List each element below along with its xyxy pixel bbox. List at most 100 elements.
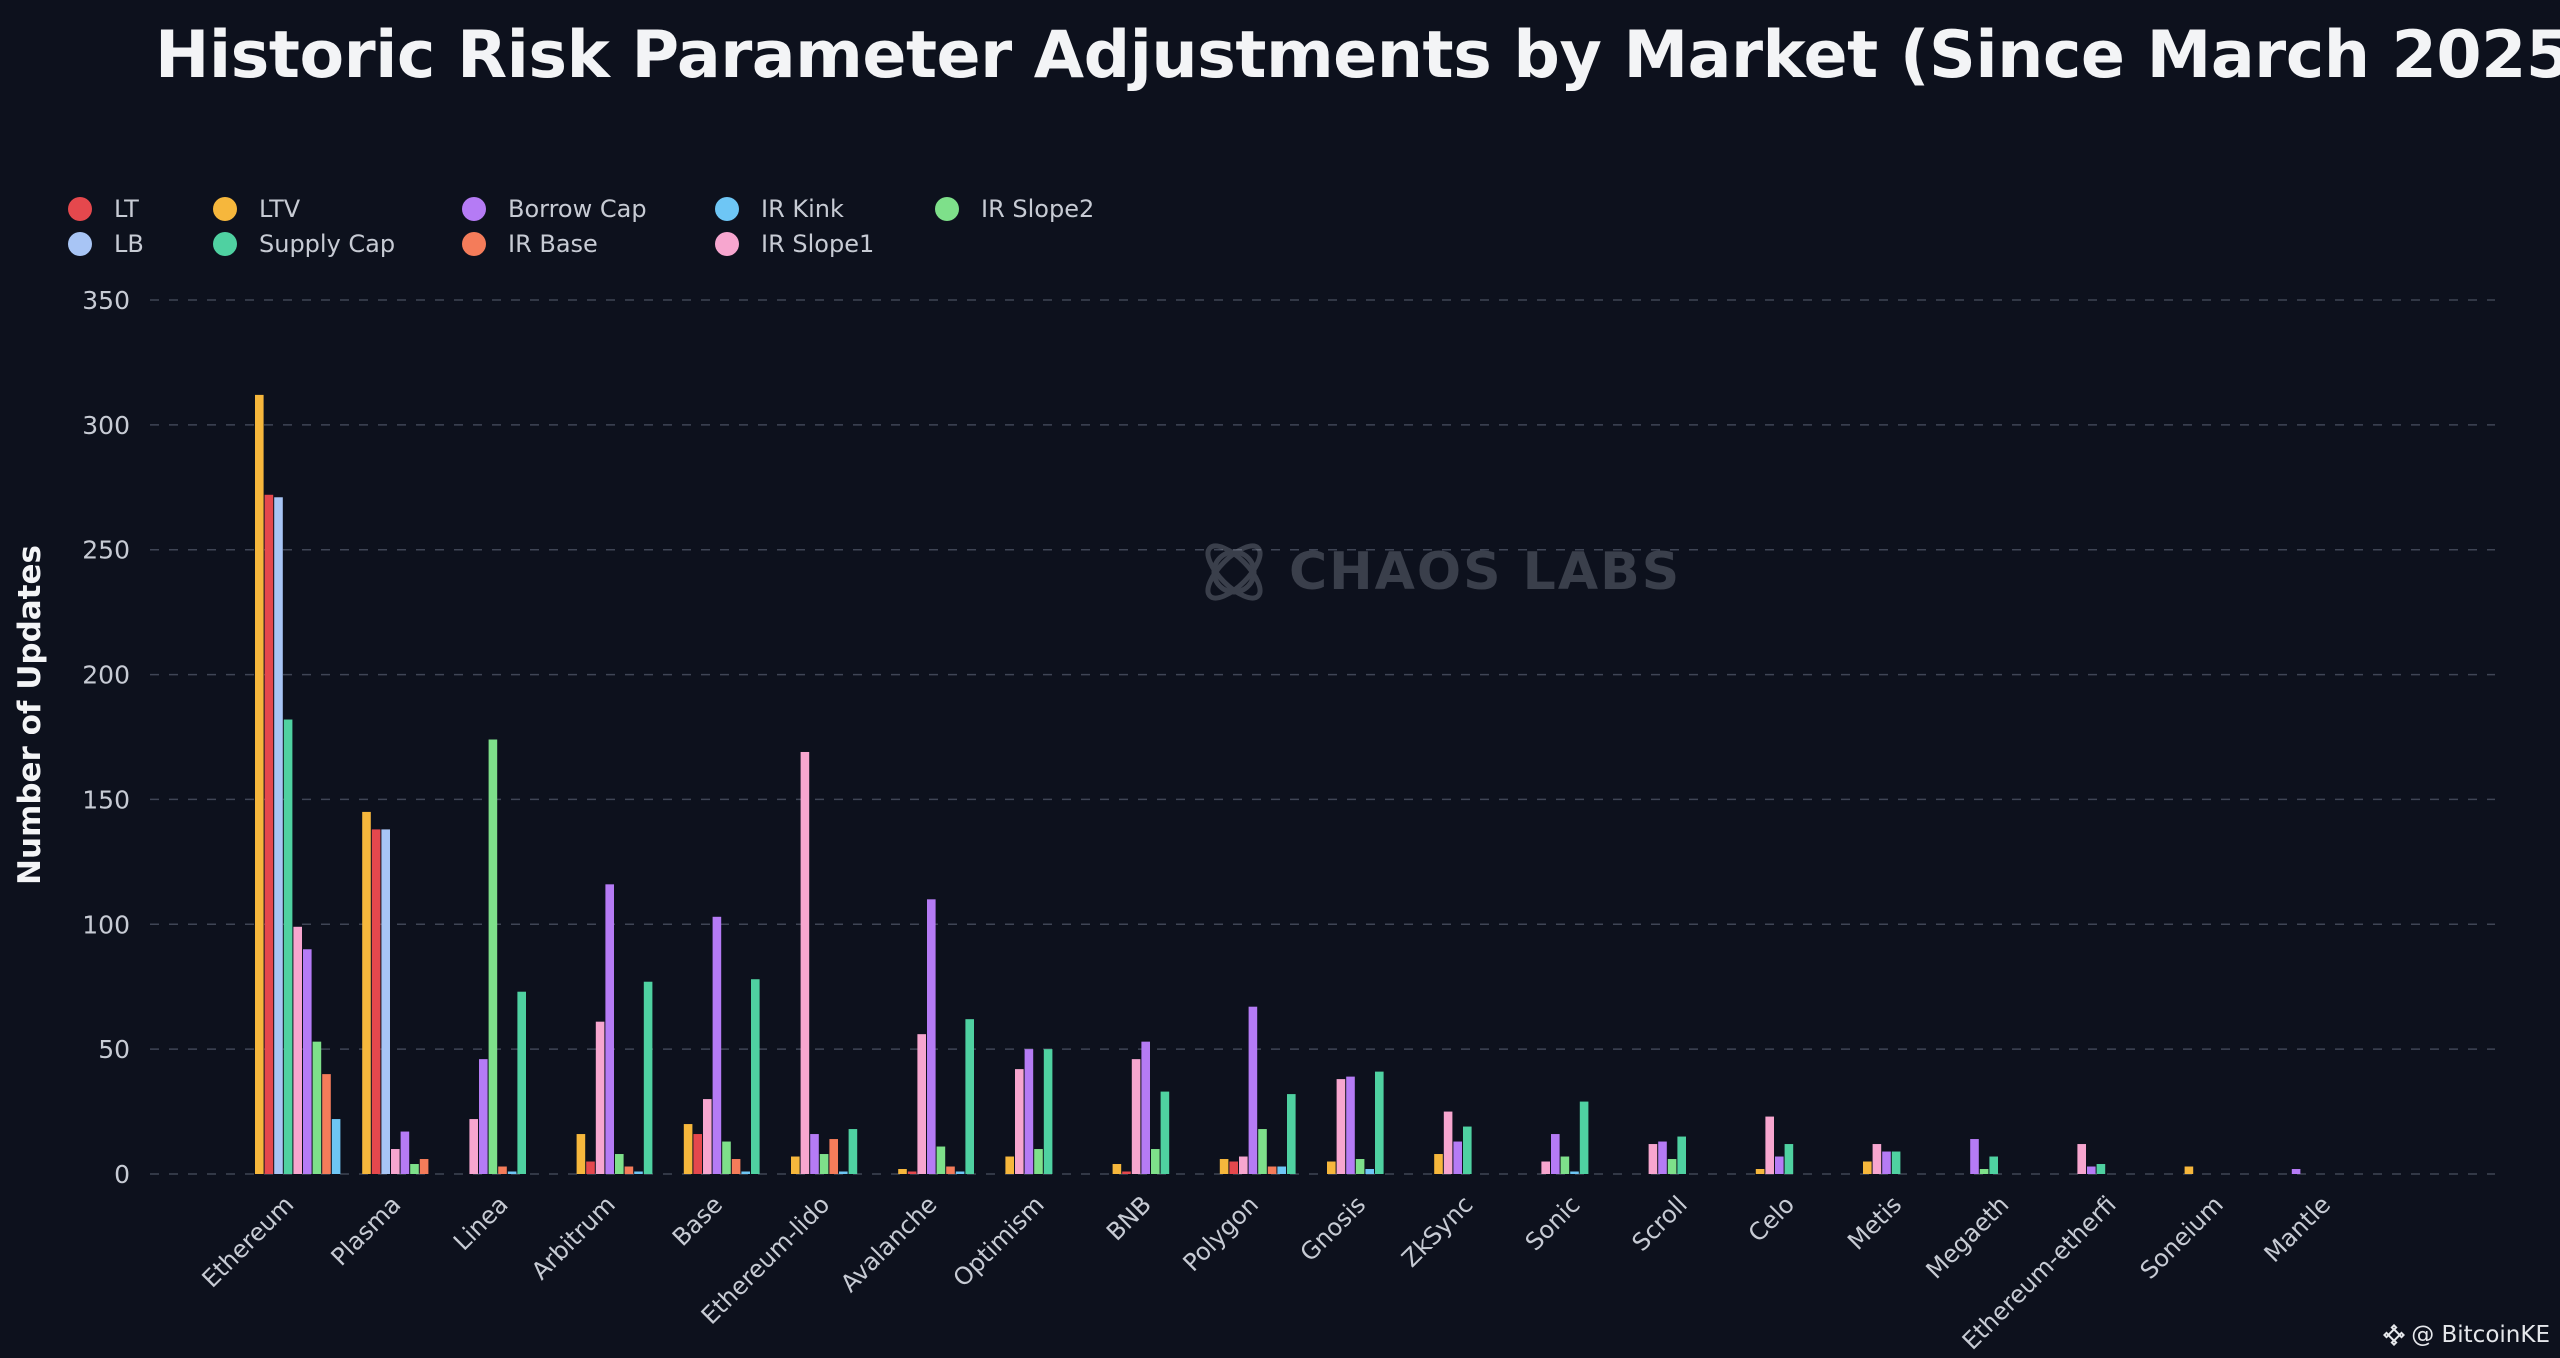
bars <box>255 394 2301 1175</box>
bar <box>703 1099 712 1174</box>
bar <box>1560 1156 1570 1174</box>
bar <box>624 1166 634 1174</box>
x-tick-label: Ethereum <box>197 1190 300 1293</box>
bar <box>1112 1164 1122 1174</box>
bar <box>331 1119 341 1174</box>
bar <box>1131 1059 1141 1174</box>
bar <box>1043 1049 1053 1174</box>
bar <box>791 1156 800 1174</box>
x-tick-label: Avalanche <box>835 1190 942 1297</box>
bar <box>1287 1094 1296 1174</box>
legend-label: LT <box>114 195 139 223</box>
bar <box>1160 1091 1170 1174</box>
bar <box>1755 1169 1765 1174</box>
bar <box>576 1134 586 1174</box>
x-tick-label: Megaeth <box>1921 1190 2015 1284</box>
x-tick-label: Soneium <box>2135 1190 2229 1284</box>
bar <box>1248 1006 1258 1174</box>
bar <box>1989 1156 1998 1174</box>
legend-swatch <box>462 232 486 256</box>
bar <box>1024 1049 1034 1174</box>
bar <box>479 1059 488 1174</box>
bar <box>419 1159 429 1174</box>
bar <box>1434 1154 1443 1174</box>
bar <box>293 926 302 1174</box>
y-tick-label: 350 <box>82 286 130 315</box>
bar <box>2291 1169 2301 1174</box>
bar <box>312 1041 322 1174</box>
bar <box>965 1019 974 1174</box>
bar <box>1122 1171 1131 1174</box>
bar <box>1258 1129 1267 1174</box>
bar <box>1463 1126 1472 1174</box>
y-tick-label: 100 <box>82 910 130 939</box>
bar <box>1765 1116 1774 1174</box>
y-tick-label: 0 <box>114 1160 130 1189</box>
bar <box>946 1166 955 1174</box>
binance-logo-icon <box>2383 1324 2406 1346</box>
y-tick-label: 250 <box>82 536 130 565</box>
legend-swatch <box>715 197 739 221</box>
bar <box>1015 1069 1024 1174</box>
bar <box>693 1134 702 1174</box>
bar <box>410 1164 419 1174</box>
y-tick-label: 50 <box>98 1035 130 1064</box>
legend-label: LTV <box>259 195 301 223</box>
legend-label: LB <box>114 230 144 258</box>
x-tick-label: Celo <box>1743 1190 1800 1247</box>
bar <box>605 884 614 1174</box>
bar <box>741 1171 750 1174</box>
bar <box>1151 1149 1160 1174</box>
x-tick-label: Arbitrum <box>526 1190 621 1285</box>
bar <box>1141 1041 1150 1174</box>
bar <box>381 829 390 1174</box>
bar <box>722 1141 731 1174</box>
legend-label: IR Kink <box>761 195 844 223</box>
bar <box>469 1119 478 1174</box>
bar <box>1375 1071 1384 1174</box>
bar <box>800 751 810 1174</box>
bar <box>1551 1134 1560 1174</box>
bar <box>1648 1144 1658 1174</box>
legend-label: Borrow Cap <box>508 195 647 223</box>
legend-swatch <box>68 232 92 256</box>
legend-item: IR Slope1 <box>715 228 874 260</box>
bar <box>1355 1159 1365 1174</box>
legend-swatch <box>213 197 237 221</box>
y-axis-ticks: 0 50 100 150 200 250 300 350 <box>82 286 130 1189</box>
bar <box>586 1161 595 1174</box>
bar <box>634 1171 643 1174</box>
bar <box>1277 1166 1286 1174</box>
legend-swatch <box>213 232 237 256</box>
bar <box>498 1166 507 1174</box>
bar <box>1443 1111 1453 1174</box>
bar <box>712 916 722 1174</box>
bar <box>1365 1169 1374 1174</box>
bar <box>371 829 381 1174</box>
legend-item: LTV <box>213 193 300 225</box>
bar <box>1346 1076 1355 1174</box>
legend-label: IR Base <box>508 230 598 258</box>
bar <box>1229 1161 1238 1174</box>
bar <box>731 1159 741 1174</box>
bar <box>595 1021 605 1174</box>
bar <box>829 1139 838 1174</box>
bar <box>303 949 312 1174</box>
y-tick-label: 150 <box>82 785 130 814</box>
bar <box>507 1171 517 1174</box>
bar <box>1541 1161 1550 1174</box>
y-tick-label: 300 <box>82 411 130 440</box>
bar <box>927 899 936 1174</box>
x-tick-label: Scroll <box>1627 1190 1693 1256</box>
legend-label: Supply Cap <box>259 230 396 258</box>
grid-lines <box>150 299 2495 1175</box>
x-tick-label: Sonic <box>1520 1190 1586 1256</box>
x-tick-label: Gnosis <box>1295 1190 1371 1266</box>
bar <box>1979 1169 1989 1174</box>
legend-label: IR Slope1 <box>761 230 875 258</box>
bar <box>322 1074 331 1174</box>
bar <box>400 1131 410 1174</box>
bar <box>517 991 526 1174</box>
watermark-text: CHAOS LABS <box>1289 542 1682 602</box>
y-axis-label: Number of Updates <box>12 545 48 885</box>
